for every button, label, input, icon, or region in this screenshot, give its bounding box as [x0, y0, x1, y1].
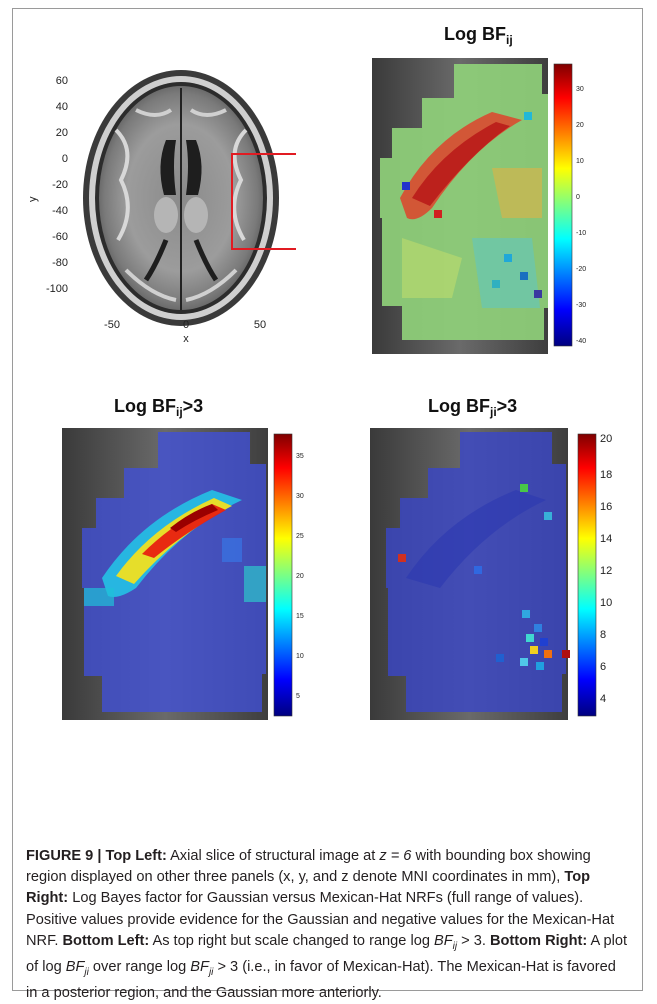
caption-text: A plot of log	[26, 932, 627, 975]
figure-caption: FIGURE 9 | Top Left: Axial slice of stru…	[26, 846, 630, 1004]
panel-title-top-right: Log BFij	[444, 24, 513, 47]
colorbar-tick: 6	[600, 661, 606, 673]
colorbar-tick: 30	[576, 86, 584, 93]
ytick: 40	[56, 101, 68, 113]
figure-frame	[12, 8, 643, 991]
bounding-box	[231, 153, 296, 250]
ytick: -40	[52, 205, 68, 217]
caption-bf-ij: BFij	[434, 932, 458, 952]
axial-x-ticks: -50 0 50	[104, 319, 266, 331]
colorbar-tick: 8	[600, 629, 606, 641]
caption-z-eq: z = 6	[379, 848, 412, 864]
colorbar-tick: 30	[296, 493, 304, 500]
caption-bottom-left-label: Bottom Left:	[62, 932, 150, 949]
caption-text: Axial slice of structural image at	[166, 848, 380, 864]
colorbar-tick: -30	[576, 302, 586, 309]
log-bf-ji-gt3-heatmap: 20 18 16 14 12 10 8 6 4	[370, 428, 612, 720]
caption-text: > 3 (i.e., in favor of Mexican-Hat). The…	[26, 958, 616, 1002]
colorbar-bottom-right	[577, 433, 597, 717]
x-axis-label: x	[183, 333, 189, 345]
caption-bf-ji: BFji	[65, 958, 89, 978]
colorbar-tick: 0	[576, 194, 580, 201]
log-bf-ij-heatmap: 30 20 10 0 -10 -20 -30 -40	[372, 58, 586, 354]
colorbar-tick: 14	[600, 533, 612, 545]
colorbar-tick: 16	[600, 501, 612, 513]
colorbar-tick: 10	[600, 597, 612, 609]
colorbar-tick: 20	[600, 433, 612, 445]
colorbar-top-right	[553, 63, 573, 347]
panel-title-bottom-left: Log BFij>3	[114, 396, 204, 419]
colorbar-tick: 15	[296, 613, 304, 620]
caption-text: As top right but scale changed to range …	[149, 932, 434, 949]
colorbar-tick: 18	[600, 469, 612, 481]
log-bf-ij-gt3-heatmap: 35 30 25 20 15 10 5	[62, 428, 304, 720]
colorbar-tick: 4	[600, 693, 606, 705]
ytick: -80	[52, 257, 68, 269]
colorbar-tick: 10	[296, 653, 304, 660]
colorbar-tick: 5	[296, 693, 300, 700]
axial-y-ticks: 60 40 20 0 -20 -40 -60 -80 -100	[46, 75, 68, 295]
colorbar-tick: 20	[576, 122, 584, 129]
caption-top-right-label: Top Right:	[26, 869, 591, 907]
xtick: 50	[254, 319, 266, 331]
brain-image	[83, 70, 279, 326]
caption-text: with bounding box showing region display…	[26, 848, 591, 886]
colorbar-bottom-left	[273, 433, 293, 717]
ytick: 60	[56, 75, 68, 87]
ytick: 0	[62, 153, 68, 165]
axial-slice-panel: 60 40 20 0 -20 -40 -60 -80 -100 y -50 0 …	[27, 70, 296, 345]
ytick: -100	[46, 283, 68, 295]
ytick: -20	[52, 179, 68, 191]
y-axis-label: y	[27, 196, 39, 202]
ytick: -60	[52, 231, 68, 243]
caption-label: FIGURE 9 | Top Left:	[26, 848, 167, 864]
xtick: -50	[104, 319, 120, 331]
colorbar-tick: -40	[576, 338, 586, 345]
colorbar-tick: 12	[600, 565, 612, 577]
colorbar-tick: 35	[296, 453, 304, 460]
caption-bottom-right-label: Bottom Right:	[489, 932, 588, 949]
panel-title-bottom-right: Log BFji>3	[428, 396, 518, 419]
caption-text: Log Bayes factor for Gaussian versus Mex…	[26, 890, 615, 949]
ytick: 20	[56, 127, 68, 139]
colorbar-tick: 20	[296, 573, 304, 580]
colorbar-tick: 10	[576, 158, 584, 165]
caption-text: > 3.	[457, 932, 490, 949]
colorbar-tick: -10	[576, 230, 586, 237]
caption-bf-ji: BFji	[190, 958, 214, 978]
colorbar-tick: -20	[576, 266, 586, 273]
caption-text: over range log	[88, 958, 191, 975]
xtick: 0	[183, 319, 189, 331]
colorbar-tick: 25	[296, 533, 304, 540]
